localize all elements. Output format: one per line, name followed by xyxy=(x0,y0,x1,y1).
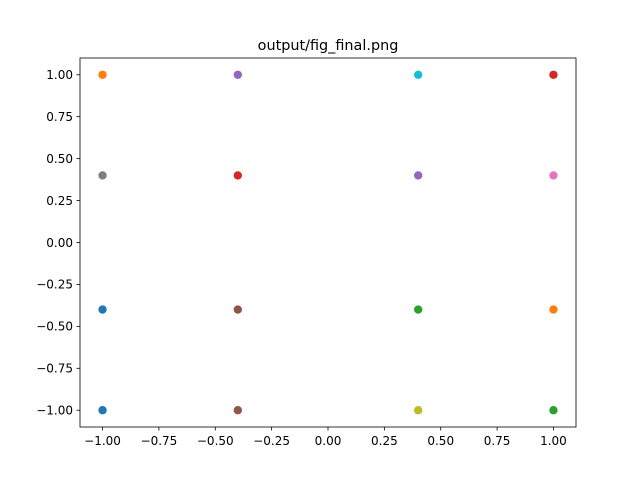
y-tick-label: −0.25 xyxy=(36,278,73,292)
plot-area-frame xyxy=(79,57,577,428)
x-tick-label: −0.50 xyxy=(197,434,234,448)
y-tick-label: 0.00 xyxy=(46,236,73,250)
chart-title: output/fig_final.png xyxy=(258,38,399,54)
x-tick-label: 1.00 xyxy=(540,434,567,448)
scatter-point xyxy=(549,406,558,415)
y-tick-label: 0.50 xyxy=(46,152,73,166)
x-axis: −1.00 −0.75 −0.50 −0.25 0.00 0.25 0.50 0.75 1.00 xyxy=(84,427,567,448)
y-tick-label: 1.00 xyxy=(46,68,73,82)
scatter-point xyxy=(98,70,107,79)
scatter-point xyxy=(413,70,423,79)
y-tick-label: −0.75 xyxy=(36,362,73,376)
x-tick-label: 0.00 xyxy=(315,434,342,448)
scatter-point xyxy=(413,406,423,415)
scatter-point xyxy=(233,406,243,415)
y-tick-label: −0.50 xyxy=(36,320,73,334)
scatter-point xyxy=(98,305,107,314)
scatter-point xyxy=(233,171,243,180)
y-axis: −1.00 −0.75 −0.50 −0.25 0.00 0.25 0.50 0.75 1.00 xyxy=(36,68,80,418)
scatter-point xyxy=(549,70,558,79)
scatter-point xyxy=(413,305,423,314)
scatter-point xyxy=(413,171,423,180)
y-tick-label: 0.75 xyxy=(46,110,73,124)
scatter-point xyxy=(98,406,107,415)
x-tick-label: 0.50 xyxy=(427,434,454,448)
x-tick-label: −0.25 xyxy=(253,434,290,448)
scatter-point xyxy=(98,171,107,180)
y-tick-label: 0.25 xyxy=(46,194,73,208)
scatter-point xyxy=(233,305,243,314)
x-tick-label: 0.25 xyxy=(371,434,398,448)
scatter-point xyxy=(549,171,558,180)
data-points xyxy=(98,70,558,415)
scatter-point xyxy=(549,305,558,314)
x-tick-label: 0.75 xyxy=(484,434,511,448)
x-tick-label: −1.00 xyxy=(84,434,121,448)
scatter-point xyxy=(233,70,243,79)
y-tick-label: −1.00 xyxy=(36,404,73,418)
x-tick-label: −0.75 xyxy=(141,434,178,448)
